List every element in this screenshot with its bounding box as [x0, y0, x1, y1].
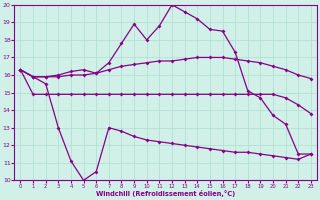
X-axis label: Windchill (Refroidissement éolien,°C): Windchill (Refroidissement éolien,°C) [96, 190, 235, 197]
